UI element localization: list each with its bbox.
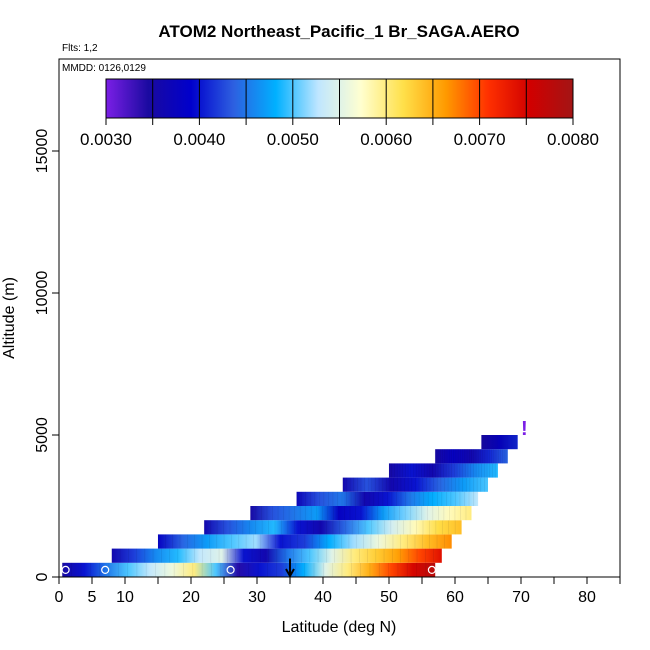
y-axis: 0 5000 10000 15000 [34, 129, 59, 581]
y-tick-label: 5000 [34, 417, 51, 453]
data-band [111, 548, 442, 563]
flight-marker [226, 565, 235, 575]
data-band-rect [204, 520, 462, 535]
arrow-head [285, 568, 295, 579]
data-band-rect [250, 506, 472, 521]
data-band [203, 520, 462, 535]
exclamation-mark: ! [521, 418, 528, 440]
data-band [434, 449, 508, 464]
data-band-rect [296, 491, 479, 506]
y-axis-label: Altitude (m) [1, 277, 18, 359]
colorbar-tick-label: 0.0050 [267, 130, 319, 149]
x-axis: 0 5 10 20 30 40 50 60 70 80 [55, 577, 621, 606]
x-axis-label: Latitude (deg N) [282, 619, 397, 636]
colorbar-tick-label: 0.0080 [547, 130, 599, 149]
y-tick-label: 10000 [34, 271, 51, 316]
markers: ! [61, 418, 528, 579]
data-band-rect [62, 562, 436, 577]
x-tick-label: 70 [512, 589, 530, 606]
x-tick-label: 30 [248, 589, 266, 606]
data-band-rect [435, 449, 508, 464]
data-band-rect [158, 534, 452, 549]
colorbar-tick-label: 0.0060 [360, 130, 412, 149]
data-band [157, 534, 452, 549]
data-band [481, 435, 518, 450]
data-band-rect [342, 477, 488, 492]
x-tick-label: 60 [446, 589, 464, 606]
data-band [342, 477, 488, 492]
flight-marker [427, 565, 436, 575]
y-tick-label: 0 [34, 572, 51, 581]
data-band-rect [389, 463, 498, 478]
data-band [250, 506, 472, 521]
data-band-rect [481, 435, 518, 450]
data-band-rect [111, 548, 442, 563]
x-tick-label: 5 [88, 589, 97, 606]
data-band [388, 463, 498, 478]
x-tick-label: 10 [116, 589, 134, 606]
data-band [296, 491, 479, 506]
x-tick-label: 20 [182, 589, 200, 606]
x-tick-label: 0 [55, 589, 64, 606]
flights-label: Flts: 1,2 [62, 43, 98, 54]
colorbar-tick-label: 0.0040 [173, 130, 225, 149]
data-bands [61, 435, 518, 577]
flight-marker [61, 565, 70, 575]
flight-marker [101, 565, 110, 575]
colorbar-tick-label: 0.0030 [80, 130, 132, 149]
x-tick-label: 40 [314, 589, 332, 606]
x-tick-label: 80 [578, 589, 596, 606]
chart-title: ATOM2 Northeast_Pacific_1 Br_SAGA.AERO [158, 22, 519, 41]
colorbar: 0.0030 0.0040 0.0050 0.0060 0.0070 0.0080 [80, 78, 599, 149]
x-tick-label: 50 [380, 589, 398, 606]
colorbar-tick-label: 0.0070 [454, 130, 506, 149]
mmdd-label: MMDD: 0126,0129 [62, 63, 146, 74]
y-tick-label: 15000 [34, 129, 51, 174]
plot-frame [58, 58, 621, 578]
data-band [61, 562, 436, 577]
